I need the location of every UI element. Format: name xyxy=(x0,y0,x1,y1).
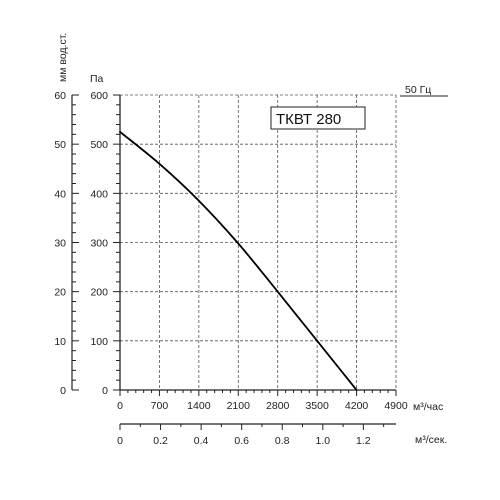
y-secondary-tick-label: 0 xyxy=(60,385,66,397)
chart-series xyxy=(119,130,358,391)
x-secondary-tick-label: 0.8 xyxy=(275,435,290,447)
x-tick-label: 0 xyxy=(117,400,123,412)
x-primary-unit: м³/час xyxy=(413,401,443,413)
curve-point xyxy=(355,389,358,391)
x-secondary-tick-label: 1.2 xyxy=(356,435,371,447)
y-tick-label: 500 xyxy=(90,139,108,151)
y-secondary-tick-label: 40 xyxy=(54,188,66,200)
y-tick-label: 400 xyxy=(90,188,108,200)
frequency-label-group: 50 Гц xyxy=(400,84,448,97)
y-secondary-tick-label: 50 xyxy=(54,139,66,151)
model-label-box: ТКВТ 280 xyxy=(270,106,366,130)
curve-point xyxy=(237,242,240,245)
curve-point xyxy=(316,339,319,342)
y-secondary-tick-label: 30 xyxy=(54,238,66,250)
x-secondary-tick-label: 0.6 xyxy=(234,435,249,447)
x-secondary-tick-label: 0.2 xyxy=(153,435,168,447)
y-secondary-tick-label: 10 xyxy=(54,336,66,348)
y-tick-label: 300 xyxy=(90,238,108,250)
curve-point xyxy=(276,290,279,293)
y-tick-label: 0 xyxy=(102,385,108,397)
model-label: ТКВТ 280 xyxy=(276,111,341,128)
x-tick-label: 700 xyxy=(151,400,169,412)
y-tick-label: 600 xyxy=(90,90,108,102)
frequency-label: 50 Гц xyxy=(405,84,431,96)
x-tick-label: 4900 xyxy=(384,400,408,412)
x-tick-label: 2100 xyxy=(227,400,251,412)
y-secondary-tick-label: 60 xyxy=(54,90,66,102)
x-secondary-tick-label: 1.0 xyxy=(315,435,330,447)
x-tick-label: 2800 xyxy=(266,400,290,412)
curve-point xyxy=(119,130,121,133)
y-primary-unit: Па xyxy=(90,73,104,85)
chart-grid xyxy=(120,94,397,390)
x-secondary-tick-label: 0 xyxy=(117,435,123,447)
x-secondary-unit: м³/сек. xyxy=(415,434,447,446)
y-tick-label: 100 xyxy=(90,336,108,348)
curve-point xyxy=(158,162,161,165)
curve-point xyxy=(197,199,200,202)
x-secondary-tick-label: 0.4 xyxy=(194,435,209,447)
y-secondary-unit: мм вод.ст. xyxy=(57,33,69,82)
y-secondary-tick-label: 20 xyxy=(54,287,66,299)
x-tick-label: 3500 xyxy=(305,400,329,412)
y-tick-label: 200 xyxy=(90,287,108,299)
chart-axes xyxy=(71,94,397,430)
x-tick-label: 4200 xyxy=(345,400,369,412)
x-tick-label: 1400 xyxy=(187,400,211,412)
